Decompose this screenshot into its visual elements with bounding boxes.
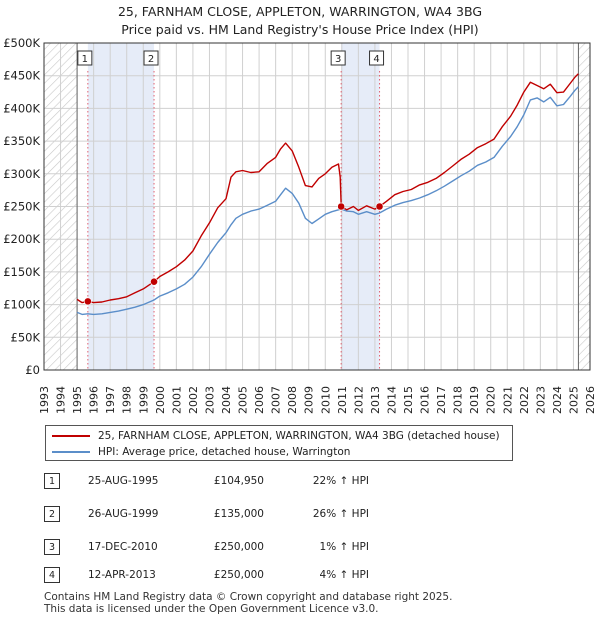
x-tick-label: 2002	[187, 386, 200, 414]
hpi-line	[76, 86, 579, 316]
x-tick-label: 2018	[452, 386, 465, 414]
sale-hpi-diff: 26% ↑ HPI	[312, 508, 369, 520]
x-tick-label: 2016	[419, 386, 432, 414]
sale-price: £135,000	[213, 508, 264, 520]
sale-point	[150, 277, 158, 286]
sale-price: £250,000	[213, 569, 264, 581]
sale-point	[83, 297, 92, 306]
y-tick-label: £500K	[3, 36, 40, 50]
y-tick-label: £0	[25, 363, 40, 377]
sale-date: 26-AUG-1999	[88, 508, 159, 520]
x-tick-label: 2001	[170, 386, 183, 414]
sale-label-number: 1	[82, 54, 88, 65]
x-tick-label: 2007	[270, 386, 283, 414]
sale-label-number: 3	[335, 54, 341, 65]
sale-hpi-diff: 22% ↑ HPI	[312, 475, 369, 487]
legend-label-hpi: HPI: Average price, detached house, Warr…	[98, 446, 351, 458]
table-row: 3 17-DEC-2010 £250,000 1% ↑ HPI	[44, 539, 404, 555]
sale-label-box	[77, 50, 93, 66]
sale-date: 17-DEC-2010	[88, 541, 158, 553]
sale-point	[337, 202, 346, 211]
legend-item-hpi: HPI: Average price, detached house, Warr…	[52, 444, 350, 460]
x-tick-label: 2000	[154, 386, 167, 414]
footer-attribution: Contains HM Land Registry data © Crown c…	[44, 591, 452, 615]
price-chart: £0 £50K £100K £150K £200K £250K £300K £350K £400…	[3, 36, 597, 414]
x-tick-label: 1996	[88, 386, 101, 414]
x-tick-label: 2021	[501, 386, 514, 414]
y-tick-label: £200K	[3, 232, 40, 246]
x-tick-label: 2004	[220, 386, 233, 414]
sale-number-badge: 3	[44, 539, 60, 555]
y-tick-label: £400K	[3, 101, 40, 115]
footer-line-2: This data is licensed under the Open Gov…	[44, 603, 379, 615]
sale-price: £250,000	[213, 541, 264, 553]
sale-point	[375, 202, 384, 211]
x-tick-label: 2020	[485, 386, 498, 414]
table-row: 1 25-AUG-1995 £104,950 22% ↑ HPI	[44, 473, 404, 489]
x-tick-label: 2010	[319, 386, 332, 414]
y-tick-label: £100K	[3, 298, 40, 312]
sale-price: £104,950	[213, 475, 264, 487]
sale-label-number: 2	[148, 54, 154, 65]
sale-label-box	[143, 50, 159, 66]
x-tick-label: 2014	[385, 386, 398, 414]
x-tick-label: 2011	[336, 386, 349, 414]
x-tick-label: 2019	[468, 386, 481, 414]
x-tick-label: 2015	[402, 386, 415, 414]
x-tick-label: 2008	[286, 386, 299, 414]
plot-frame	[43, 42, 591, 371]
x-tick-label: 1993	[38, 386, 51, 414]
x-tick-label: 2024	[551, 386, 564, 414]
x-tick-label: 2005	[237, 386, 250, 414]
x-tick-label: 1997	[104, 386, 117, 414]
x-tick-label: 2025	[567, 386, 580, 414]
property-price-line	[76, 73, 579, 304]
x-tick-label: 2006	[253, 386, 266, 414]
table-row: 2 26-AUG-1999 £135,000 26% ↑ HPI	[44, 506, 404, 522]
legend-swatch-hpi	[52, 451, 90, 453]
sale-hpi-diff: 4% ↑ HPI	[319, 569, 369, 581]
legend-label-property: 25, FARNHAM CLOSE, APPLETON, WARRINGTON,…	[98, 430, 500, 442]
x-tick-label: 1999	[137, 386, 150, 414]
footer-line-1: Contains HM Land Registry data © Crown c…	[44, 591, 453, 603]
x-tick-label: 2022	[518, 386, 531, 414]
x-tick-label: 1995	[71, 386, 84, 414]
sale-hpi-diff: 1% ↑ HPI	[319, 541, 369, 553]
sale-number-badge: 1	[44, 473, 60, 489]
chart-title: 25, FARNHAM CLOSE, APPLETON, WARRINGTON,…	[117, 4, 483, 19]
sale-date: 12-APR-2013	[88, 569, 156, 581]
table-row: 4 12-APR-2013 £250,000 4% ↑ HPI	[44, 567, 404, 583]
sale-label-number: 4	[373, 54, 379, 65]
y-tick-label: £50K	[11, 330, 41, 344]
x-tick-label: 1998	[121, 386, 134, 414]
legend-swatch-property	[52, 435, 90, 437]
sale-number-badge: 2	[44, 506, 60, 522]
x-tick-label: 2026	[584, 386, 597, 414]
sale-label-box	[369, 50, 385, 66]
y-tick-label: £350K	[3, 134, 40, 148]
x-tick-label: 1994	[55, 386, 68, 414]
y-tick-label: £450K	[3, 69, 40, 83]
y-tick-label: £250K	[3, 200, 40, 214]
chart-subtitle: Price paid vs. HM Land Registry's House …	[121, 22, 479, 37]
sale-date: 25-AUG-1995	[88, 475, 159, 487]
y-tick-label: £300K	[3, 167, 40, 181]
y-tick-label: £150K	[3, 265, 40, 279]
x-tick-label: 2012	[352, 386, 365, 414]
x-tick-label: 2013	[369, 386, 382, 414]
x-tick-label: 2023	[534, 386, 547, 414]
x-tick-label: 2003	[203, 386, 216, 414]
x-tick-label: 2009	[303, 386, 316, 414]
chart-legend: 25, FARNHAM CLOSE, APPLETON, WARRINGTON,…	[45, 425, 513, 461]
legend-item-property: 25, FARNHAM CLOSE, APPLETON, WARRINGTON,…	[52, 428, 500, 444]
sale-number-badge: 4	[44, 567, 60, 583]
sale-label-box	[330, 50, 346, 66]
x-tick-label: 2017	[435, 386, 448, 414]
